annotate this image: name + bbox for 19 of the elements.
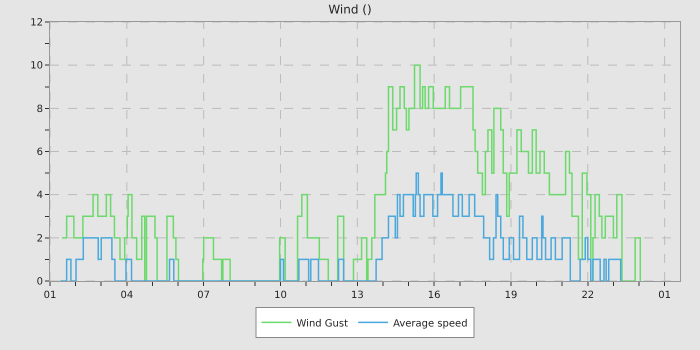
x-tick-label: 16 <box>428 290 441 301</box>
x-tick-label: 22 <box>581 290 594 301</box>
y-tick-label: 4 <box>36 190 43 202</box>
legend-label: Average speed <box>393 318 468 330</box>
y-tick-label: 12 <box>30 18 43 28</box>
x-tick-label: 13 <box>350 290 364 301</box>
x-tick-label: 10 <box>274 290 287 301</box>
x-tick-label: 01 <box>658 290 671 301</box>
x-tick-label: 07 <box>197 290 210 301</box>
y-tick-label: 0 <box>36 276 43 288</box>
x-tick-label: 04 <box>120 290 134 301</box>
x-tick-label: 19 <box>504 290 518 301</box>
x-tick-label: 01 <box>44 290 56 301</box>
chart-title: Wind () <box>328 2 372 17</box>
y-tick-label: 8 <box>36 104 43 115</box>
y-tick-label: 10 <box>30 60 43 72</box>
y-tick-label: 6 <box>36 147 43 158</box>
legend-label: Wind Gust <box>296 318 348 330</box>
y-tick-label: 2 <box>36 233 43 244</box>
